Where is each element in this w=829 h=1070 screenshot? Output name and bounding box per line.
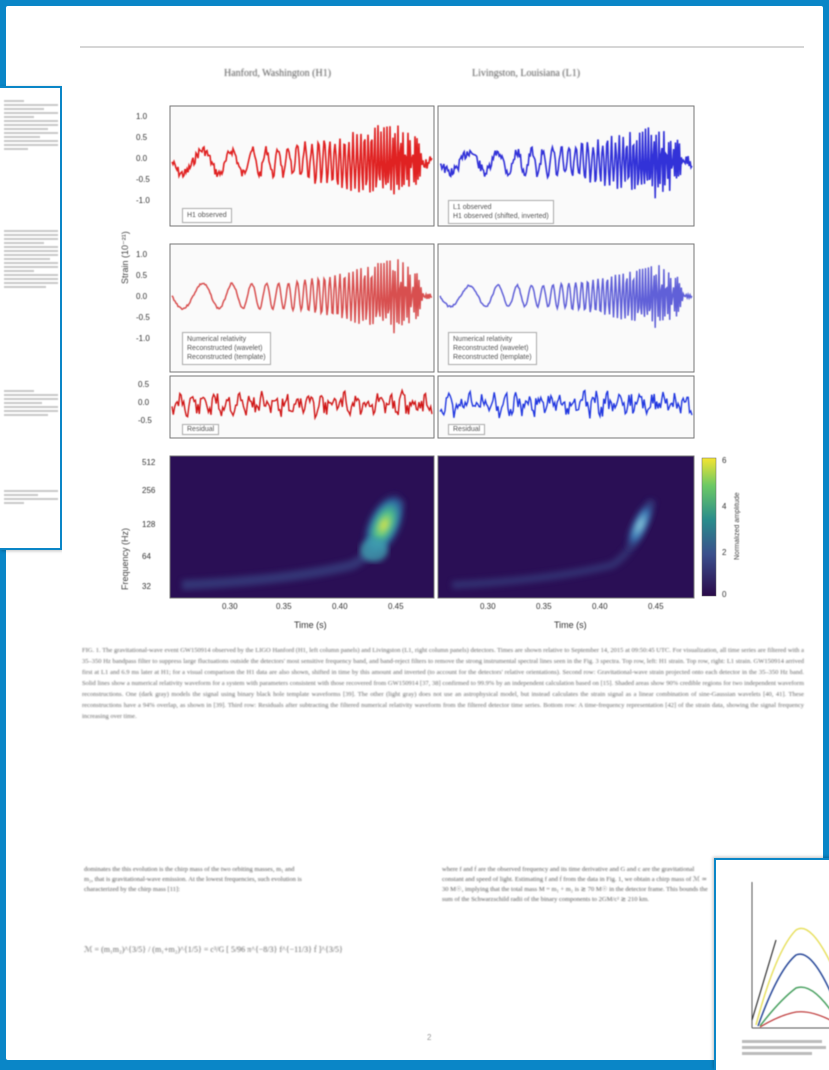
h1-strain-trace (171, 125, 433, 195)
colorbar (701, 457, 717, 597)
legend-l1-row2: Numerical relativity Reconstructed (wave… (448, 332, 537, 365)
l1-reconstruction-trace (439, 265, 693, 328)
header-rule (80, 46, 804, 48)
colorbar-tick: 2 (722, 548, 727, 557)
document-text-lines (4, 388, 58, 418)
mini-chart (742, 882, 829, 1055)
row3-panels (169, 375, 695, 439)
l1-residual-trace (439, 389, 693, 419)
colorbar-tick: 6 (722, 456, 727, 465)
h1-reconstruction-trace (171, 259, 433, 334)
row1-panels (169, 105, 695, 227)
spectrogram-panels (169, 455, 717, 599)
gw150914-figure (169, 105, 717, 599)
background-document-left[interactable] (0, 86, 62, 550)
right-column-title: Livingston, Louisiana (L1) (472, 68, 581, 79)
document-text-lines (4, 488, 58, 506)
colorbar-tick: 4 (722, 502, 727, 511)
document-text-lines (4, 98, 58, 152)
legend-h1-row3: Residual (182, 424, 220, 435)
legend-l1-row1: L1 observed H1 observed (shifted, invert… (448, 200, 554, 224)
page-number: 2 (427, 1033, 432, 1042)
colorbar-tick: 0 (722, 590, 727, 599)
h1-residual-trace (171, 388, 433, 421)
left-column-title: Hanford, Washington (H1) (224, 68, 332, 79)
body-text-right: where f and ḟ are the observed frequency… (442, 866, 708, 903)
figure-caption: FIG. 1. The gravitational-wave event GW1… (82, 647, 804, 720)
background-document-right[interactable] (714, 858, 829, 1070)
x-axis-label-right: Time (s) (554, 620, 587, 630)
document-text-lines (4, 228, 58, 290)
x-axis-label-left: Time (s) (294, 620, 327, 630)
legend-h1-row1: H1 observed (182, 208, 232, 223)
l1-strain-trace (440, 127, 693, 199)
colorbar-label: Normalized amplitude (734, 492, 741, 560)
legend-h1-row2: Numerical relativity Reconstructed (wave… (182, 332, 271, 365)
legend-l1-row3: Residual (448, 424, 486, 435)
body-text-left: dominates the this evolution is the chir… (84, 866, 302, 893)
chirp-mass-equation: ℳ = (m₁m₂)^{3/5} / (m₁+m₂)^{1/5} = c³/G … (84, 945, 343, 954)
paper-page: Hanford, Washington (H1) Livingston, Lou… (62, 20, 822, 1060)
